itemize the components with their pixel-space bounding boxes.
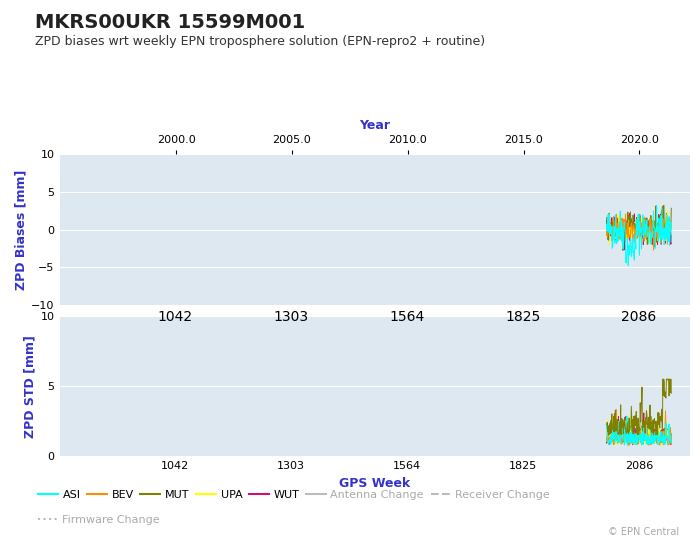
X-axis label: Year: Year (359, 119, 390, 132)
X-axis label: GPS Week: GPS Week (339, 477, 410, 490)
Legend: ASI, BEV, MUT, UPA, WUT, Antenna Change, Receiver Change: ASI, BEV, MUT, UPA, WUT, Antenna Change,… (34, 486, 554, 505)
Text: MKRS00UKR 15599M001: MKRS00UKR 15599M001 (35, 14, 305, 32)
Y-axis label: ZPD STD [mm]: ZPD STD [mm] (24, 335, 36, 437)
Y-axis label: ZPD Biases [mm]: ZPD Biases [mm] (14, 170, 27, 289)
Text: © EPN Central: © EPN Central (608, 527, 679, 537)
Text: ZPD biases wrt weekly EPN troposphere solution (EPN-repro2 + routine): ZPD biases wrt weekly EPN troposphere so… (35, 35, 485, 48)
Legend: Firmware Change: Firmware Change (34, 510, 164, 529)
